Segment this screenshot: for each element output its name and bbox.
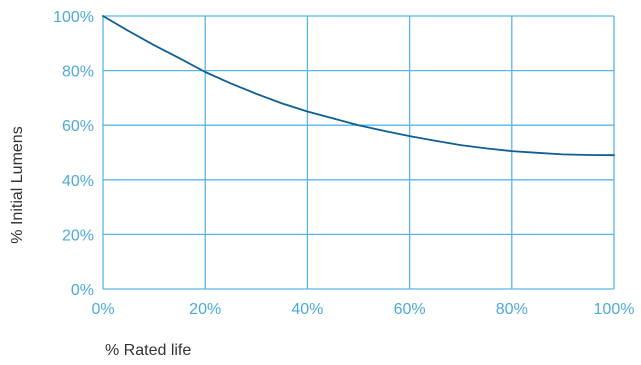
x-axis-label: % Rated life xyxy=(105,342,191,359)
x-tick-label: 100% xyxy=(594,301,635,318)
x-tick-label: 0% xyxy=(91,301,114,318)
x-tick-labels: 0% 20% 40% 60% 80% 100% xyxy=(91,301,634,318)
x-tick-label: 20% xyxy=(189,301,221,318)
y-tick-label: 60% xyxy=(62,118,94,135)
y-tick-label: 80% xyxy=(62,64,94,81)
lumen-curve xyxy=(102,15,615,157)
y-tick-label: 40% xyxy=(62,173,94,190)
x-tick-label: 40% xyxy=(291,301,323,318)
y-axis-label: % Initial Lumens xyxy=(9,126,26,243)
y-tick-label: 20% xyxy=(62,227,94,244)
y-tick-labels: 0% 20% 40% 60% 80% 100% xyxy=(53,9,94,299)
series-lines xyxy=(102,15,615,157)
x-tick-label: 60% xyxy=(394,301,426,318)
y-tick-label: 0% xyxy=(71,282,94,299)
y-tick-label: 100% xyxy=(53,9,94,26)
x-tick-label: 80% xyxy=(496,301,528,318)
grid-lines xyxy=(102,15,615,290)
